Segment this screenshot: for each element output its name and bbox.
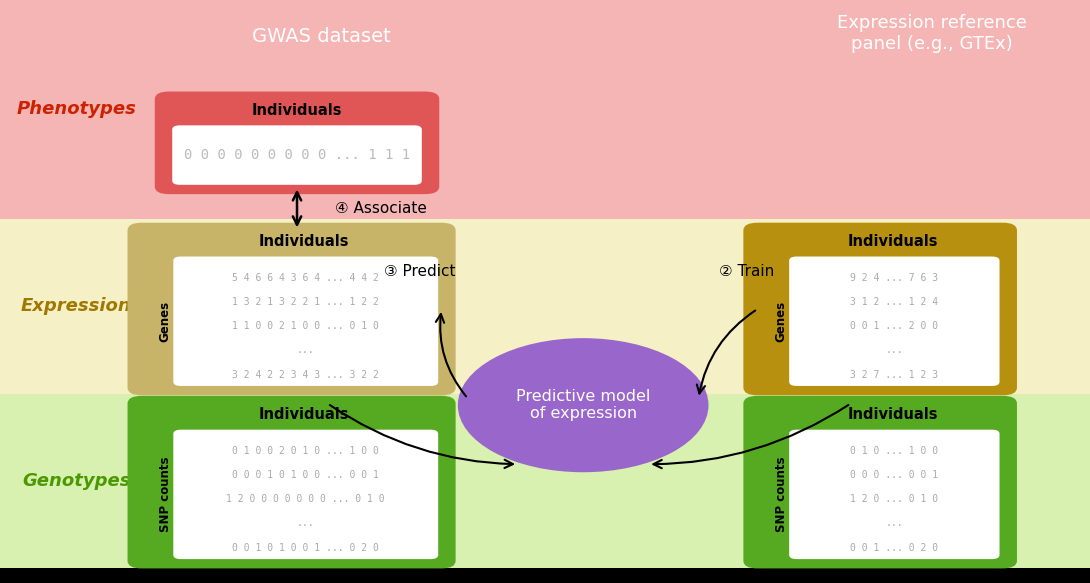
Text: 0 1 0 ... 1 0 0: 0 1 0 ... 1 0 0 [850,446,938,456]
Text: Predictive model
of expression: Predictive model of expression [516,389,651,422]
Text: Expression reference
panel (e.g., GTEx): Expression reference panel (e.g., GTEx) [837,14,1027,53]
Text: Expression: Expression [21,297,132,315]
FancyBboxPatch shape [789,257,1000,386]
FancyBboxPatch shape [173,430,438,559]
Text: 0 0 0 ... 0 0 1: 0 0 0 ... 0 0 1 [850,470,938,480]
Text: 0 0 1 ... 2 0 0: 0 0 1 ... 2 0 0 [850,321,938,331]
Text: 3 1 2 ... 1 2 4: 3 1 2 ... 1 2 4 [850,297,938,307]
Text: 3 2 7 ... 1 2 3: 3 2 7 ... 1 2 3 [850,370,938,380]
Text: 1 3 2 1 3 2 2 1 ... 1 2 2: 1 3 2 1 3 2 2 1 ... 1 2 2 [232,297,379,307]
FancyBboxPatch shape [743,396,1017,568]
Text: 9 2 4 ... 7 6 3: 9 2 4 ... 7 6 3 [850,273,938,283]
Text: ...: ... [885,518,904,528]
Text: GWAS dataset: GWAS dataset [252,27,391,46]
Text: SNP counts: SNP counts [775,456,788,532]
FancyBboxPatch shape [128,396,456,568]
Text: ④ Associate: ④ Associate [336,201,427,216]
FancyBboxPatch shape [789,430,1000,559]
Text: SNP counts: SNP counts [159,456,172,532]
Text: 0 0 0 0 0 0 0 0 0 ... 1 1 1: 0 0 0 0 0 0 0 0 0 ... 1 1 1 [184,148,410,162]
Text: 0 0 1 ... 0 2 0: 0 0 1 ... 0 2 0 [850,543,938,553]
Text: 3 2 4 2 2 3 4 3 ... 3 2 2: 3 2 4 2 2 3 4 3 ... 3 2 2 [232,370,379,380]
Text: ...: ... [296,345,315,355]
FancyBboxPatch shape [0,0,1090,73]
FancyBboxPatch shape [0,219,1090,394]
Text: 1 2 0 ... 0 1 0: 1 2 0 ... 0 1 0 [850,494,938,504]
Text: Individuals: Individuals [259,234,350,249]
Text: ③ Predict: ③ Predict [384,264,456,279]
FancyBboxPatch shape [0,0,1090,219]
FancyBboxPatch shape [128,223,456,395]
Text: 5 4 6 6 4 3 6 4 ... 4 4 2: 5 4 6 6 4 3 6 4 ... 4 4 2 [232,273,379,283]
Text: Individuals: Individuals [259,407,350,422]
Text: Genes: Genes [775,301,788,342]
Text: Individuals: Individuals [252,103,342,118]
Text: ② Train: ② Train [719,264,774,279]
Ellipse shape [458,338,708,472]
FancyBboxPatch shape [0,394,1090,568]
Text: Genotypes: Genotypes [22,472,131,490]
FancyBboxPatch shape [173,257,438,386]
Text: 0 0 0 1 0 1 0 0 ... 0 0 1: 0 0 0 1 0 1 0 0 ... 0 0 1 [232,470,379,480]
Text: 1 2 0 0 0 0 0 0 0 ... 0 1 0: 1 2 0 0 0 0 0 0 0 ... 0 1 0 [227,494,385,504]
Text: Genes: Genes [159,301,172,342]
FancyBboxPatch shape [172,125,422,185]
Text: 0 1 0 0 2 0 1 0 ... 1 0 0: 0 1 0 0 2 0 1 0 ... 1 0 0 [232,446,379,456]
Text: ...: ... [296,518,315,528]
Text: Individuals: Individuals [848,234,938,249]
FancyBboxPatch shape [155,92,439,194]
Text: Phenotypes: Phenotypes [16,100,136,118]
Text: 0 0 1 0 1 0 0 1 ... 0 2 0: 0 0 1 0 1 0 0 1 ... 0 2 0 [232,543,379,553]
FancyBboxPatch shape [743,223,1017,395]
Text: ...: ... [885,345,904,355]
Text: Individuals: Individuals [848,407,938,422]
Text: 1 1 0 0 2 1 0 0 ... 0 1 0: 1 1 0 0 2 1 0 0 ... 0 1 0 [232,321,379,331]
